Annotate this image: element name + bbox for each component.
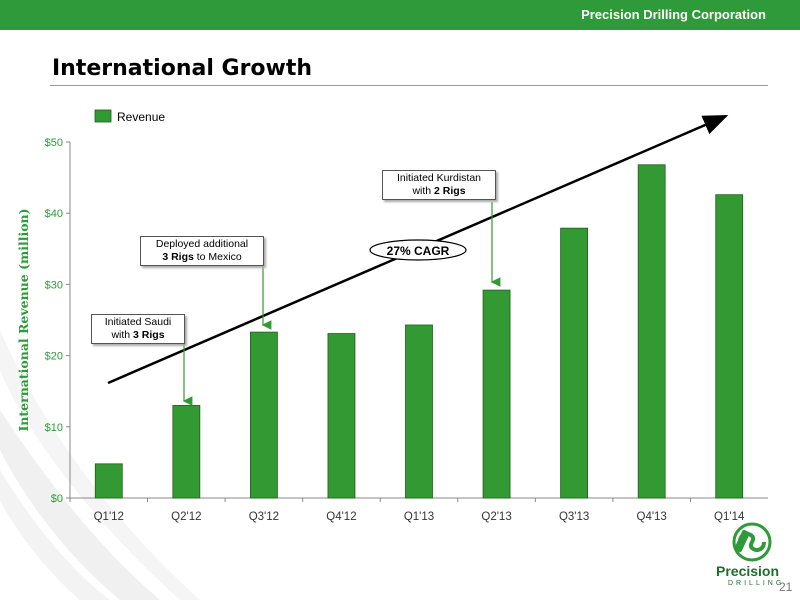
x-tick-label: Q3'13 <box>559 511 589 523</box>
logo-wordmark: Precision <box>716 563 780 579</box>
cagr-label: 27% CAGR <box>387 244 450 258</box>
annotation-mexico: Deployed additional 3 Rigs to Mexico <box>140 236 264 266</box>
bar-q112 <box>94 463 123 499</box>
annotation-kurdistan: Initiated Kurdistan with 2 Rigs <box>382 170 496 200</box>
annotation-kurdistan-pre: with <box>412 185 435 197</box>
page-number: 21 <box>779 580 793 594</box>
bar-q313 <box>560 227 589 499</box>
x-tick-label: Q1'12 <box>94 511 124 523</box>
bar-q113 <box>405 324 433 499</box>
bar-q312 <box>249 331 278 499</box>
annotation-saudi: Initiated Saudi with 3 Rigs <box>91 314 185 344</box>
precision-drilling-logo-icon <box>732 522 772 562</box>
bar-q412 <box>327 333 356 499</box>
annotation-kurdistan-line1: Initiated Kurdistan <box>396 172 482 184</box>
y-tick-label: $20 <box>45 351 63 363</box>
y-tick-label: $0 <box>51 493 63 505</box>
x-tick-label: Q2'13 <box>481 511 511 523</box>
annotation-saudi-pre: with <box>111 329 134 341</box>
bar-q213 <box>482 289 511 499</box>
x-tick-label: Q1'13 <box>404 511 434 523</box>
bar-q212 <box>172 405 201 499</box>
legend-swatch <box>94 109 112 123</box>
header-bar: Precision Drilling Corporation <box>0 0 800 30</box>
y-tick-label: $30 <box>45 279 63 291</box>
x-tick-label: Q3'12 <box>249 511 279 523</box>
title-divider <box>50 85 768 86</box>
y-tick-label: $50 <box>45 137 63 149</box>
x-tick-label: Q2'12 <box>171 511 201 523</box>
y-tick-label: $40 <box>45 208 63 220</box>
x-tick-label: Q4'12 <box>326 511 356 523</box>
cagr-ellipse <box>369 239 467 261</box>
bar-q114 <box>715 194 744 499</box>
y-tick-label: $10 <box>45 422 63 434</box>
annotation-saudi-bold: 3 Rigs <box>133 329 165 341</box>
logo-subtitle: DRILLING <box>728 580 785 587</box>
company-name: Precision Drilling Corporation <box>581 7 766 22</box>
annotation-mexico-line1: Deployed additional <box>155 238 249 250</box>
legend-label: Revenue <box>117 110 165 124</box>
y-axis-label: International Revenue (million) <box>16 208 31 431</box>
annotation-mexico-bold: 3 Rigs <box>162 251 194 263</box>
x-tick-label: Q1'14 <box>714 511 745 523</box>
bar-q413 <box>637 164 666 499</box>
x-tick-label: Q4'13 <box>637 511 667 523</box>
slide-title: International Growth <box>52 56 313 81</box>
annotation-mexico-post: to Mexico <box>193 251 242 263</box>
annotation-kurdistan-bold: 2 Rigs <box>434 185 466 197</box>
annotation-saudi-line1: Initiated Saudi <box>104 316 172 328</box>
